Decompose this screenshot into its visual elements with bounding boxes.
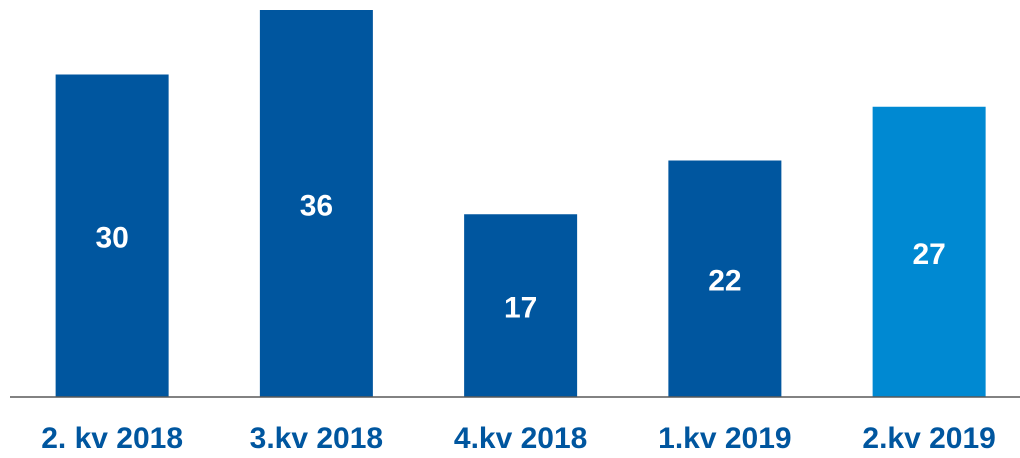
x-tick-label: 3.kv 2018 xyxy=(250,422,383,455)
bar xyxy=(668,160,782,397)
x-tick-label: 4.kv 2018 xyxy=(454,422,587,455)
value-label: 22 xyxy=(708,265,741,298)
bar xyxy=(872,106,986,397)
bar xyxy=(259,10,373,397)
value-label: 36 xyxy=(300,189,333,222)
bar xyxy=(55,74,169,397)
x-tick-label: 1.kv 2019 xyxy=(658,422,791,455)
x-tick-label: 2.kv 2019 xyxy=(862,422,995,455)
value-label: 27 xyxy=(912,238,945,271)
value-label: 30 xyxy=(95,222,128,255)
x-tick-label: 2. kv 2018 xyxy=(41,422,183,455)
bar xyxy=(464,214,578,397)
value-label: 17 xyxy=(504,292,537,325)
